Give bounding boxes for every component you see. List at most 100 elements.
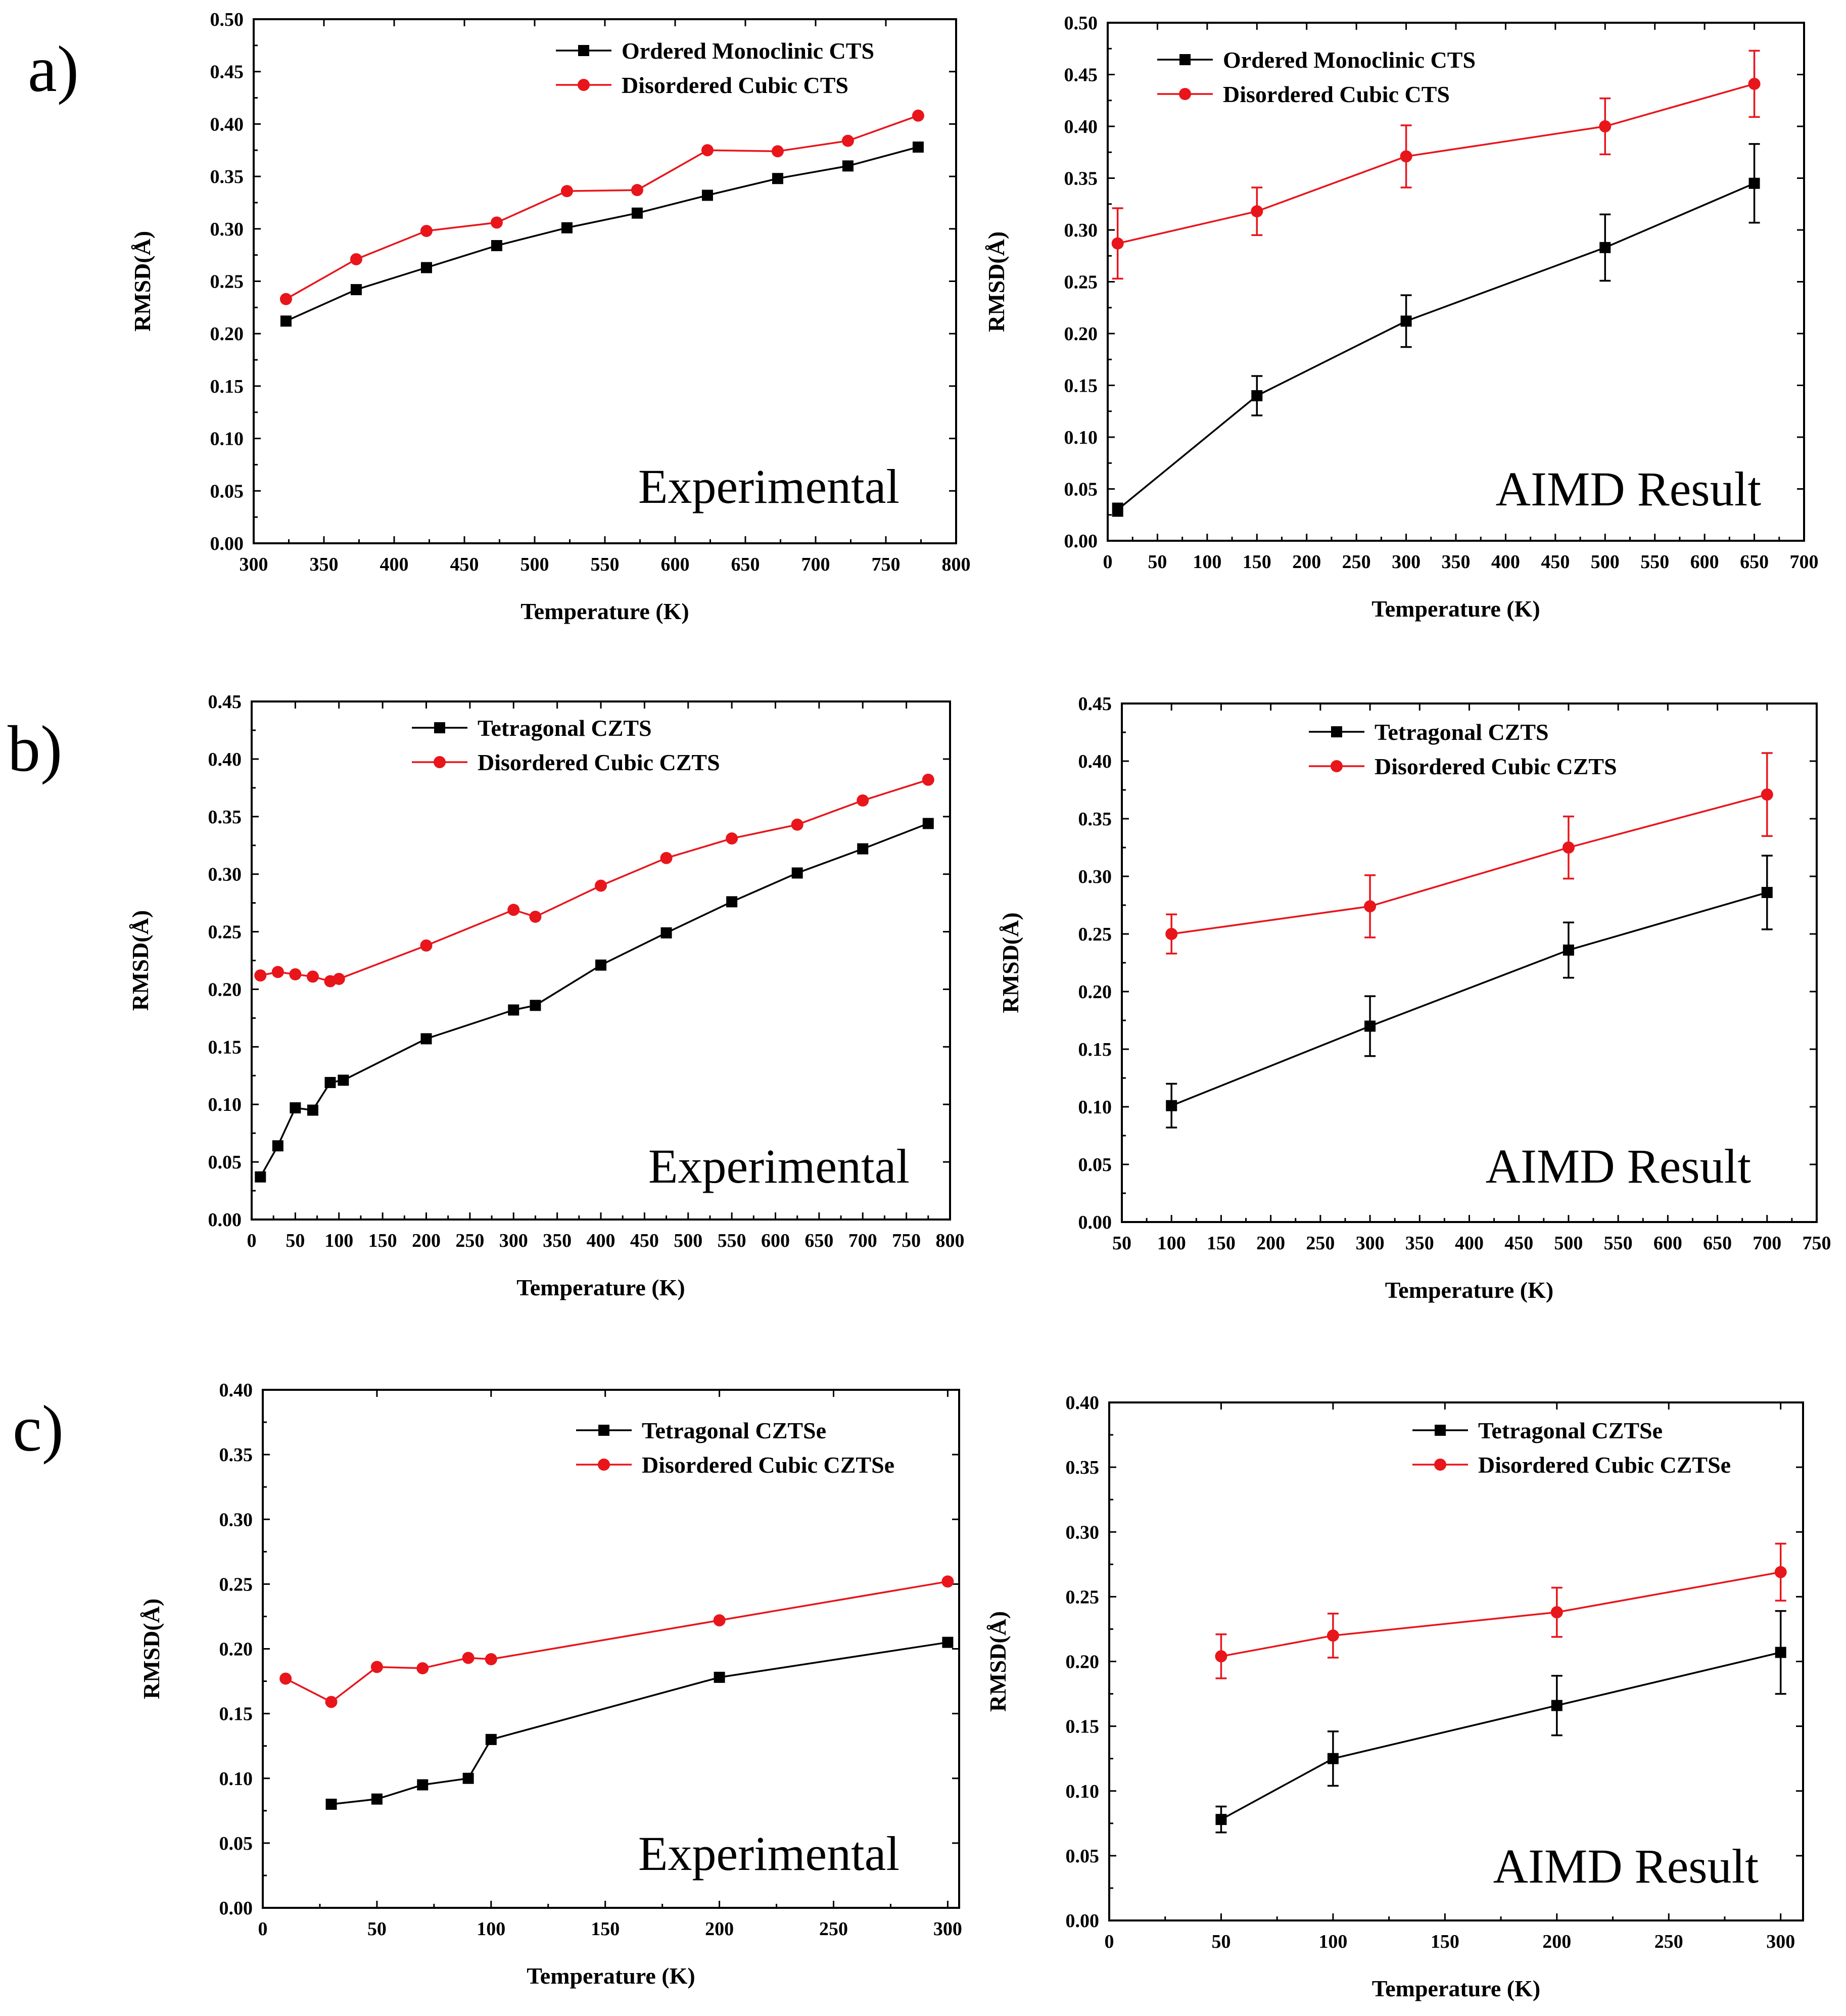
- legend-label: Disordered Cubic CZTS: [478, 749, 720, 775]
- x-tick-label: 500: [1554, 1233, 1583, 1254]
- data-point: [912, 109, 924, 122]
- y-tick-label: 0.20: [1078, 981, 1112, 1003]
- data-point: [1327, 1629, 1339, 1642]
- series-black: [1166, 855, 1773, 1129]
- data-point: [1364, 900, 1377, 913]
- data-point: [420, 262, 432, 273]
- data-point: [1563, 944, 1574, 956]
- data-point: [595, 879, 607, 892]
- x-tick-label: 250: [1342, 551, 1371, 573]
- data-point: [1599, 120, 1612, 132]
- x-tick-label: 100: [477, 1918, 505, 1940]
- y-axis-title: RMSD(Å): [138, 1599, 164, 1699]
- data-point: [842, 160, 854, 172]
- x-tick-label: 750: [1803, 1233, 1831, 1254]
- data-point: [857, 794, 869, 807]
- x-tick-label: 700: [848, 1230, 877, 1251]
- y-tick-label: 0.20: [219, 1639, 253, 1660]
- x-tick-label: 150: [368, 1230, 397, 1251]
- chart-b-aimd: 50 100 150 200 250 300 350 400 450 500 550 600 650 70…: [998, 693, 1831, 1303]
- legend-entry: Disordered Cubic CTS: [556, 72, 848, 98]
- y-tick-label: 0.20: [210, 323, 244, 345]
- data-point: [255, 1171, 266, 1183]
- x-tick-label: 150: [1243, 551, 1271, 573]
- chart-a-aimd: 0 50 100 150 200 250 300 350 400 450 500 550 600 650 7…: [983, 13, 1819, 622]
- x-tick-label: 200: [1292, 551, 1321, 573]
- y-tick-label: 0.05: [219, 1833, 253, 1854]
- legend-entry: Ordered Monoclinic CTS: [1157, 47, 1476, 73]
- x-tick-label: 150: [1431, 1931, 1459, 1952]
- x-tick-label: 450: [1541, 551, 1570, 573]
- legend-entry: Disordered Cubic CTS: [1157, 81, 1450, 107]
- y-tick-label: 0.40: [208, 749, 242, 770]
- data-point: [1775, 1647, 1786, 1658]
- x-tick-label: 200: [705, 1918, 734, 1940]
- data-point: [280, 315, 292, 327]
- legend-marker: [598, 1425, 609, 1436]
- x-tick-label: 650: [731, 554, 760, 575]
- data-point: [660, 927, 672, 939]
- x-tick-label: 100: [1318, 1931, 1347, 1952]
- y-axis-title: RMSD(Å): [985, 1611, 1011, 1712]
- x-tick-label: 550: [718, 1230, 746, 1251]
- data-point: [772, 173, 783, 184]
- y-tick-label: 0.25: [1078, 924, 1112, 945]
- data-point: [462, 1652, 475, 1664]
- panel-label: c): [13, 1392, 64, 1465]
- data-point: [713, 1614, 726, 1627]
- y-tick-label: 0.05: [210, 481, 244, 502]
- x-tick-label: 450: [450, 554, 479, 575]
- y-tick-label: 0.35: [1064, 168, 1098, 190]
- x-tick-label: 750: [872, 554, 901, 575]
- data-point: [370, 1661, 383, 1673]
- legend-label: Ordered Monoclinic CTS: [622, 38, 874, 64]
- series-line: [259, 822, 929, 1178]
- y-tick-label: 0.15: [219, 1704, 253, 1725]
- x-tick-label: 800: [942, 554, 971, 575]
- x-tick-label: 50: [1112, 1233, 1131, 1254]
- series-line: [1117, 182, 1755, 510]
- x-tick-label: 700: [1753, 1233, 1781, 1254]
- x-tick-label: 200: [1256, 1233, 1285, 1254]
- y-tick-label: 0.35: [1078, 809, 1112, 830]
- series-line: [286, 115, 919, 300]
- x-tick-label: 650: [804, 1230, 833, 1251]
- data-point: [660, 852, 673, 864]
- legend-label: Tetragonal CZTSe: [1478, 1418, 1663, 1443]
- series-red: [279, 1575, 954, 1708]
- data-point: [1165, 928, 1178, 940]
- x-tick-label: 350: [1405, 1233, 1434, 1254]
- legend-entry: Disordered Cubic CZTSe: [576, 1452, 894, 1478]
- y-tick-label: 0.05: [1078, 1154, 1112, 1176]
- legend-label: Disordered Cubic CZTSe: [1478, 1452, 1731, 1478]
- legend-label: Disordered Cubic CTS: [622, 72, 848, 98]
- data-point: [1251, 390, 1263, 401]
- annotation: AIMD Result: [1496, 462, 1762, 516]
- legend-marker: [578, 79, 590, 91]
- x-tick-label: 150: [1207, 1233, 1236, 1254]
- y-axis-title: RMSD(Å): [127, 910, 153, 1011]
- x-axis-title: Temperature (K): [527, 1963, 695, 1989]
- x-tick-label: 400: [1491, 551, 1520, 573]
- data-point: [416, 1662, 429, 1674]
- data-point: [1251, 205, 1263, 218]
- data-point: [922, 773, 934, 786]
- data-point: [271, 966, 284, 978]
- data-point: [485, 1653, 497, 1665]
- data-point: [420, 224, 433, 237]
- data-point: [324, 1076, 336, 1088]
- data-point: [508, 1004, 519, 1016]
- x-tick-label: 800: [936, 1230, 965, 1251]
- y-tick-label: 0.00: [219, 1898, 253, 1919]
- data-point: [530, 1000, 541, 1011]
- series-line: [1221, 1571, 1781, 1658]
- x-tick-label: 250: [819, 1918, 848, 1940]
- data-point: [350, 284, 362, 296]
- series-red: [1111, 50, 1761, 280]
- x-axis-title: Temperature (K): [1371, 596, 1540, 622]
- data-point: [560, 185, 573, 198]
- data-point: [1112, 504, 1123, 515]
- y-tick-label: 0.25: [1066, 1586, 1100, 1608]
- chart-c-aimd: 0 50 100 150 200 250 300 0.00 0.05 0.10 0.15 0.20 0.…: [985, 1392, 1804, 2001]
- data-point: [272, 1140, 283, 1152]
